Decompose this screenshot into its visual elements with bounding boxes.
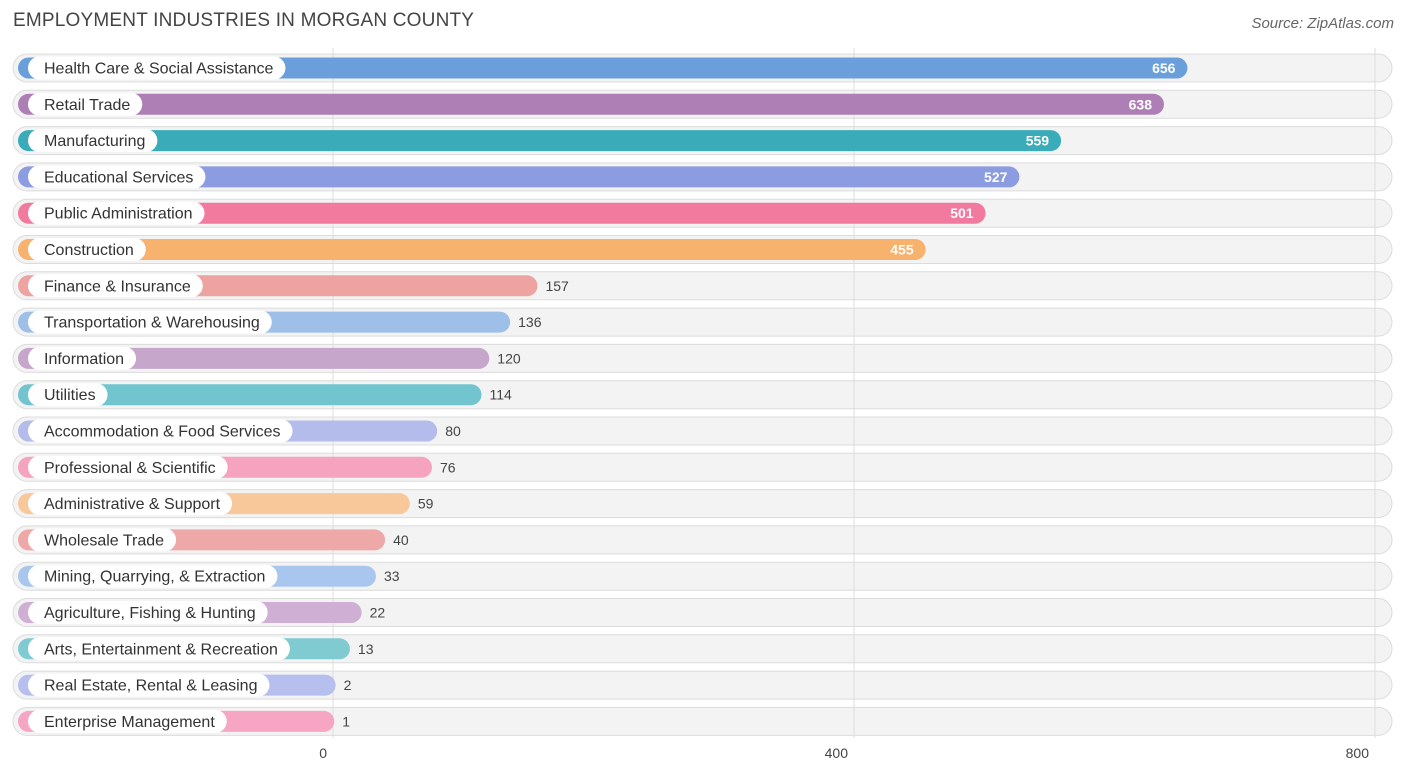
bar-category-label: Real Estate, Rental & Leasing bbox=[44, 678, 257, 695]
bar-value-label: 559 bbox=[1026, 133, 1050, 149]
label-pill bbox=[28, 455, 228, 479]
bar-value-label: 22 bbox=[370, 605, 386, 621]
bar-category-label: Professional & Scientific bbox=[44, 460, 216, 477]
bar-value-label: 76 bbox=[440, 459, 456, 475]
bar-group: Manufacturing 559 bbox=[18, 129, 1062, 153]
bar-value-label: 527 bbox=[984, 169, 1008, 185]
label-pill bbox=[28, 201, 205, 225]
bar-group: Construction 455 bbox=[18, 238, 926, 261]
label-pill bbox=[28, 419, 293, 443]
bar-category-label: Construction bbox=[44, 242, 134, 259]
bar-value-label: 40 bbox=[393, 532, 409, 548]
row-background bbox=[12, 670, 1393, 700]
bar-category-label: Agriculture, Fishing & Hunting bbox=[44, 605, 256, 622]
bar-group: Administrative & Support 59 bbox=[18, 492, 434, 516]
bar-value-label: 59 bbox=[418, 496, 434, 512]
x-tick-label: 400 bbox=[825, 745, 849, 761]
bar-group: Public Administration 501 bbox=[18, 201, 986, 225]
label-pill bbox=[28, 673, 270, 697]
bar-group: Enterprise Management 1 bbox=[18, 709, 350, 733]
bar-category-label: Manufacturing bbox=[44, 133, 145, 150]
bar-value-label: 656 bbox=[1152, 60, 1176, 76]
label-pill bbox=[28, 129, 158, 153]
bar-category-label: Wholesale Trade bbox=[44, 532, 164, 549]
x-tick-label: 0 bbox=[319, 745, 327, 761]
bar-group: Health Care & Social Assistance 656 bbox=[18, 56, 1188, 80]
bar-category-label: Mining, Quarrying, & Extraction bbox=[44, 569, 265, 586]
bar-group: Arts, Entertainment & Recreation 13 bbox=[18, 637, 374, 661]
label-pill bbox=[28, 165, 206, 189]
row-background bbox=[12, 706, 1393, 736]
bar-value-label: 120 bbox=[497, 350, 521, 366]
label-pill bbox=[28, 310, 272, 334]
bar-value-label: 157 bbox=[545, 278, 569, 294]
bar-value-label: 638 bbox=[1129, 96, 1153, 112]
bar-group: Professional & Scientific 76 bbox=[18, 455, 456, 479]
bar-category-label: Public Administration bbox=[44, 206, 193, 223]
row-background bbox=[12, 634, 1393, 664]
bar-group: Agriculture, Fishing & Hunting 22 bbox=[18, 601, 385, 624]
bar-value-label: 501 bbox=[950, 205, 974, 221]
bar-group: Transportation & Warehousing 136 bbox=[18, 310, 542, 334]
label-pill bbox=[28, 92, 143, 116]
bar-group: Real Estate, Rental & Leasing 2 bbox=[18, 673, 352, 697]
bar-category-label: Accommodation & Food Services bbox=[44, 424, 281, 441]
bar-category-label: Health Care & Social Assistance bbox=[44, 61, 274, 78]
source-note: Source: ZipAtlas.com bbox=[1251, 15, 1394, 32]
bars: Health Care & Social Assistance 656 Retail… bbox=[18, 56, 1188, 733]
bar-group: Information 120 bbox=[18, 346, 521, 370]
bar-group: Educational Services 527 bbox=[18, 165, 1020, 189]
bar-value-label: 2 bbox=[344, 677, 352, 693]
bar-value-label: 1 bbox=[342, 713, 350, 729]
bar-group: Accommodation & Food Services 80 bbox=[18, 419, 461, 443]
bar-value-label: 13 bbox=[358, 641, 374, 657]
label-pill bbox=[28, 238, 146, 261]
bar bbox=[18, 239, 926, 260]
bar-group: Retail Trade 638 bbox=[18, 92, 1164, 116]
bar-value-label: 455 bbox=[890, 242, 914, 258]
bar bbox=[18, 93, 1164, 115]
bar-category-label: Educational Services bbox=[44, 169, 193, 186]
bar-category-label: Administrative & Support bbox=[44, 496, 221, 513]
label-pill bbox=[28, 383, 108, 407]
bar-category-label: Retail Trade bbox=[44, 97, 130, 114]
bar-category-label: Enterprise Management bbox=[44, 714, 215, 731]
bar bbox=[18, 166, 1020, 188]
label-pill bbox=[28, 564, 278, 588]
bar-value-label: 33 bbox=[384, 568, 400, 584]
bar-category-label: Transportation & Warehousing bbox=[44, 315, 260, 332]
bar-group: Utilities 114 bbox=[18, 383, 512, 407]
chart-title: EMPLOYMENT INDUSTRIES IN MORGAN COUNTY bbox=[13, 10, 475, 31]
label-pill bbox=[28, 601, 268, 624]
bar-category-label: Arts, Entertainment & Recreation bbox=[44, 641, 278, 658]
bar-category-label: Finance & Insurance bbox=[44, 278, 191, 295]
label-pill bbox=[28, 274, 203, 298]
bar-category-label: Information bbox=[44, 351, 124, 368]
label-pill bbox=[28, 528, 177, 552]
bar-group: Wholesale Trade 40 bbox=[18, 528, 409, 552]
label-pill bbox=[28, 492, 233, 516]
bar-group: Mining, Quarrying, & Extraction 33 bbox=[18, 564, 400, 588]
label-pill bbox=[28, 56, 286, 80]
bar bbox=[18, 347, 490, 369]
bar-value-label: 136 bbox=[518, 314, 542, 330]
bar bbox=[18, 130, 1062, 152]
bar-category-label: Utilities bbox=[44, 387, 96, 404]
bar bbox=[18, 202, 986, 224]
bar-value-label: 114 bbox=[489, 387, 512, 403]
bar bbox=[18, 384, 482, 406]
x-tick-label: 800 bbox=[1346, 745, 1370, 761]
label-pill bbox=[28, 346, 137, 370]
label-pill bbox=[28, 709, 227, 733]
bar bbox=[18, 57, 1188, 79]
bar-group: Finance & Insurance 157 bbox=[18, 274, 569, 298]
bar-value-label: 80 bbox=[445, 423, 461, 439]
label-pill bbox=[28, 637, 290, 661]
